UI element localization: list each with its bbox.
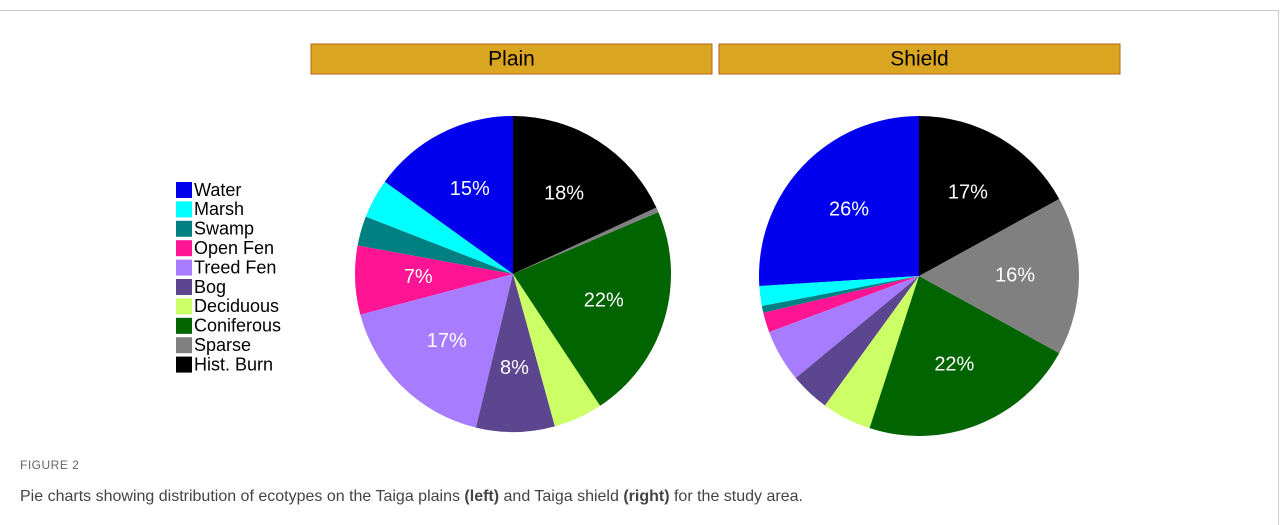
legend-swatch (176, 201, 192, 218)
pie-slice (919, 116, 1060, 276)
legend-swatch (176, 220, 192, 237)
pie-slice (513, 116, 657, 274)
caption-part: Pie charts showing distribution of ecoty… (20, 488, 464, 505)
pie-slice (357, 216, 513, 274)
pie-slice (769, 276, 919, 378)
pie-slice (475, 274, 555, 432)
legend-swatch (176, 259, 192, 276)
pie-slice (513, 274, 601, 427)
legend-swatch (176, 356, 192, 373)
legend-label: Treed Fen (194, 257, 276, 277)
slice-label: 18% (544, 182, 584, 204)
pie-slice (360, 274, 513, 428)
slice-label: 17% (427, 330, 467, 352)
pie-slice (365, 181, 513, 274)
legend-label: Bog (194, 277, 226, 297)
slice-label: 15% (450, 178, 490, 200)
caption-part: (left) (464, 488, 499, 505)
caption-part: and Taiga shield (499, 488, 623, 505)
pie-slice (869, 276, 1060, 437)
title-bar (718, 43, 1121, 75)
pie-slice (513, 207, 659, 274)
slice-label: 26% (829, 199, 869, 221)
title-bar (310, 43, 713, 75)
pie-slice (355, 245, 513, 315)
pie-slice (919, 198, 1080, 354)
slice-label: 16% (995, 264, 1035, 286)
pie-slice (761, 276, 919, 313)
pie-slice (384, 116, 513, 274)
pie-slice (795, 276, 919, 406)
pie-slice (824, 276, 919, 429)
slice-label: 22% (584, 290, 624, 312)
legend-label: Deciduous (194, 296, 279, 316)
pie-slice (759, 116, 919, 287)
legend-swatch (176, 279, 192, 295)
slice-label: 17% (948, 182, 988, 204)
legend-label: Water (194, 180, 241, 200)
legend-swatch (176, 240, 192, 257)
legend-label: Coniferous (194, 316, 281, 336)
legend-label: Open Fen (194, 238, 274, 258)
legend-swatch (176, 337, 192, 354)
legend-label: Swamp (194, 219, 254, 239)
chart-title: Shield (890, 48, 948, 71)
caption-text: Pie charts showing distribution of ecoty… (20, 488, 803, 505)
legend-swatch (176, 298, 192, 315)
slice-label: 8% (500, 357, 529, 379)
pie-slice (759, 276, 919, 306)
legend-label: Sparse (194, 335, 251, 355)
legend-label: Hist. Burn (194, 354, 273, 374)
chart-title: Plain (488, 48, 535, 71)
slice-label: 22% (934, 354, 974, 376)
pie-slice (513, 212, 671, 406)
caption-part: for the study area. (670, 488, 803, 505)
legend-swatch (176, 317, 192, 334)
caption-label: FIGURE 2 (20, 458, 79, 472)
caption-part: (right) (623, 488, 669, 505)
legend-label: Marsh (194, 199, 244, 219)
slice-label: 7% (404, 266, 433, 288)
legend-swatch (176, 182, 192, 198)
pie-slice (763, 276, 919, 333)
